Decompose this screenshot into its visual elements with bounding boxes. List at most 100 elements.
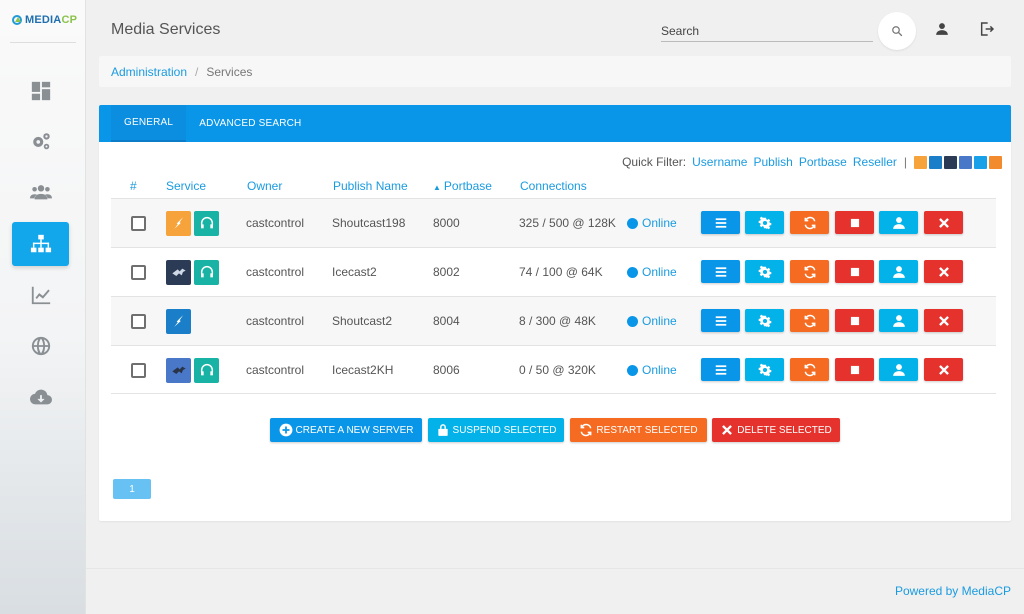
stop-button[interactable] (835, 358, 874, 381)
restart-button[interactable] (790, 260, 829, 283)
user-icon (892, 363, 905, 376)
user-button[interactable] (879, 309, 918, 332)
details-button[interactable] (701, 358, 740, 381)
breadcrumb-administration[interactable]: Administration (111, 64, 188, 79)
details-button[interactable] (701, 309, 740, 332)
stop-button[interactable] (835, 260, 874, 283)
profile-button[interactable] (933, 20, 951, 38)
col-owner[interactable]: Owner (247, 179, 283, 193)
pagination-page[interactable]: 1 (113, 479, 151, 499)
filter-flash-icon[interactable] (989, 155, 1002, 169)
list-icon (715, 315, 726, 326)
search-input[interactable] (661, 22, 873, 40)
restart-button[interactable] (790, 358, 829, 381)
row-checkbox[interactable] (131, 362, 146, 378)
tab-advanced-search[interactable]: ADVANCED SEARCH (199, 118, 302, 129)
create-server-button[interactable]: CREATE A NEW SERVER (270, 418, 422, 442)
filter-shoutcast2-icon[interactable] (929, 155, 942, 169)
delete-selected-button[interactable]: DELETE SELECTED (712, 418, 840, 442)
owner-cell: castcontrol (246, 216, 305, 230)
portbase-cell: 8006 (433, 363, 460, 377)
refresh-icon (804, 265, 815, 278)
status-dot-icon (627, 217, 638, 229)
breadcrumb-separator: / (195, 64, 199, 79)
filter-publish[interactable]: Publish (753, 155, 793, 169)
col-publish-name[interactable]: Publish Name (333, 179, 408, 193)
filter-icecast-icon[interactable] (944, 155, 957, 169)
col-number[interactable]: # (130, 179, 137, 193)
tab-general[interactable]: GENERAL (111, 105, 187, 142)
logout-button[interactable] (978, 20, 996, 38)
users-icon (29, 185, 52, 200)
list-icon (715, 364, 726, 375)
breadcrumb: Administration / Services (99, 56, 1011, 87)
table-row: castcontrol Icecast2 8002 74 / 100 @ 64K… (111, 247, 996, 296)
user-icon (892, 314, 905, 327)
headphones-icon (194, 259, 219, 285)
connections-cell: 74 / 100 @ 64K (519, 265, 603, 279)
restart-button[interactable] (790, 211, 829, 234)
powered-by-link[interactable]: Powered by MediaCP (894, 584, 1011, 598)
stop-icon (850, 316, 859, 325)
suspend-selected-button[interactable]: SUSPEND SELECTED (428, 418, 564, 442)
user-button[interactable] (879, 358, 918, 381)
sidebar-item-users[interactable] (12, 170, 69, 214)
details-button[interactable] (701, 211, 740, 234)
connections-cell: 8 / 300 @ 48K (519, 314, 596, 328)
refresh-icon (804, 216, 815, 229)
row-checkbox[interactable] (131, 264, 146, 280)
filter-icecastkh-icon[interactable] (959, 155, 972, 169)
search-icon (892, 26, 903, 37)
settings-button[interactable] (745, 358, 784, 381)
sidebar-item-dashboard[interactable] (12, 69, 69, 113)
stop-icon (850, 365, 859, 374)
settings-button[interactable] (745, 260, 784, 283)
settings-button[interactable] (745, 211, 784, 234)
col-portbase[interactable]: ▲ Portbase (433, 179, 492, 193)
filter-username[interactable]: Username (692, 155, 748, 169)
delete-button[interactable] (924, 260, 963, 283)
col-service[interactable]: Service (166, 179, 207, 193)
status-badge: Online (627, 297, 677, 345)
sidebar-item-stats[interactable] (12, 273, 69, 317)
restart-selected-button[interactable]: RESTART SELECTED (570, 418, 707, 442)
delete-button[interactable] (924, 211, 963, 234)
stop-icon (850, 218, 859, 227)
filter-reseller[interactable]: Reseller (852, 155, 897, 169)
col-connections[interactable]: Connections (520, 179, 587, 193)
sidebar-item-global[interactable] (12, 324, 69, 368)
details-button[interactable] (701, 260, 740, 283)
sidebar-item-settings[interactable] (12, 119, 69, 163)
logo-icon (12, 15, 22, 25)
publish-cell: Icecast2 (332, 265, 377, 279)
filter-portbase[interactable]: Portbase (798, 155, 847, 169)
delete-button[interactable] (924, 358, 963, 381)
user-button[interactable] (879, 211, 918, 234)
owner-cell: castcontrol (246, 363, 305, 377)
services-card: GENERAL ADVANCED SEARCH Quick Filter: Us… (99, 105, 1011, 521)
sidebar-item-backup[interactable] (12, 375, 69, 419)
headphones-icon (194, 210, 219, 236)
status-badge: Online (627, 248, 677, 296)
page-title: Media Services (111, 21, 221, 38)
status-dot-icon (627, 364, 638, 376)
status-dot-icon (627, 315, 638, 327)
refresh-icon (580, 423, 592, 437)
search-button[interactable] (878, 12, 916, 50)
gear-icon (758, 314, 771, 327)
portbase-cell: 8002 (433, 265, 460, 279)
stop-button[interactable] (835, 211, 874, 234)
settings-button[interactable] (745, 309, 784, 332)
search-field[interactable] (661, 22, 873, 42)
row-checkbox[interactable] (131, 313, 146, 329)
restart-button[interactable] (790, 309, 829, 332)
filter-windows-icon[interactable] (974, 155, 987, 169)
dashboard-icon (31, 81, 50, 101)
logo[interactable]: MEDIACP (12, 14, 77, 26)
stop-button[interactable] (835, 309, 874, 332)
sidebar-item-services[interactable] (12, 222, 69, 266)
filter-shoutcast1-icon[interactable] (914, 155, 927, 169)
delete-button[interactable] (924, 309, 963, 332)
user-button[interactable] (879, 260, 918, 283)
row-checkbox[interactable] (131, 215, 146, 231)
